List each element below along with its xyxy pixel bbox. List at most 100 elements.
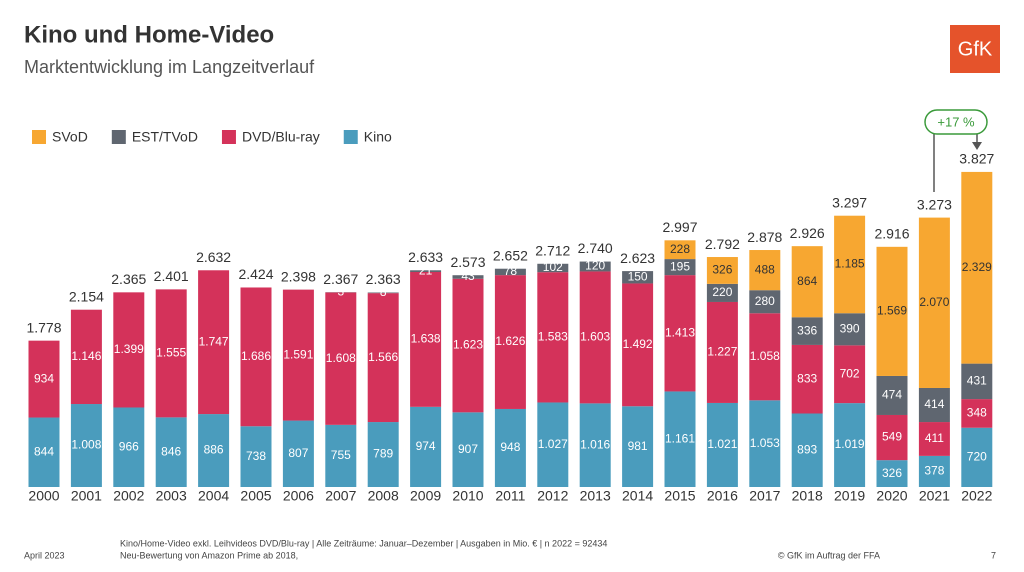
bar-segment bbox=[876, 414, 908, 461]
bar-segment bbox=[918, 217, 950, 388]
total-label: 2.398 bbox=[281, 268, 316, 284]
bar-segment bbox=[70, 404, 102, 487]
data-label: 966 bbox=[119, 439, 139, 453]
total-label: 2.632 bbox=[196, 249, 231, 265]
data-label: 1.227 bbox=[707, 345, 737, 359]
bar-segment bbox=[113, 407, 145, 487]
data-label: 1.591 bbox=[283, 347, 313, 361]
bar-segment bbox=[791, 344, 823, 414]
bar-segment bbox=[918, 455, 950, 487]
data-label: 549 bbox=[882, 430, 902, 444]
data-label: 1.747 bbox=[199, 334, 229, 348]
data-label: 1.146 bbox=[71, 349, 101, 363]
x-tick-label: 2013 bbox=[580, 488, 611, 504]
total-label: 2.573 bbox=[450, 254, 485, 270]
x-tick-label: 2007 bbox=[325, 488, 356, 504]
data-label: 1.413 bbox=[665, 325, 695, 339]
data-label: 934 bbox=[34, 371, 54, 385]
data-label: 1.027 bbox=[538, 437, 568, 451]
data-label: 1.058 bbox=[750, 349, 780, 363]
x-tick-label: 2010 bbox=[452, 488, 483, 504]
logo: GfK bbox=[958, 38, 993, 60]
bar-segment bbox=[494, 275, 526, 409]
total-label: 2.712 bbox=[535, 242, 570, 258]
data-label: 120 bbox=[585, 259, 605, 273]
data-label: 390 bbox=[840, 321, 860, 335]
bar-segment bbox=[579, 261, 611, 272]
bar-segment bbox=[452, 412, 484, 487]
x-tick-label: 2008 bbox=[368, 488, 399, 504]
data-label: 2.070 bbox=[919, 295, 949, 309]
x-tick-label: 2015 bbox=[664, 488, 695, 504]
total-label: 3.273 bbox=[917, 196, 952, 212]
legend-swatch bbox=[343, 130, 358, 144]
bar-segment bbox=[791, 413, 823, 487]
x-tick-label: 2000 bbox=[28, 488, 59, 504]
total-label: 2.154 bbox=[69, 288, 104, 304]
data-label: 720 bbox=[967, 450, 987, 464]
bar-segment bbox=[961, 427, 993, 487]
page-number: 7 bbox=[991, 550, 996, 560]
legend-label: DVD/Blu-ray bbox=[242, 129, 320, 145]
total-label: 2.401 bbox=[154, 268, 189, 284]
legend-label: EST/TVoD bbox=[132, 129, 198, 145]
arrow-head bbox=[972, 142, 982, 150]
data-label: 1.569 bbox=[877, 304, 907, 318]
chart-subtitle: Marktentwicklung im Langzeitverlauf bbox=[24, 57, 315, 77]
legend-swatch bbox=[32, 130, 46, 144]
footnote: Kino/Home-Video exkl. Leihvideos DVD/Blu… bbox=[120, 538, 607, 548]
bar-segment bbox=[282, 420, 314, 487]
bar-segment bbox=[494, 268, 526, 276]
data-label: 3 bbox=[337, 285, 344, 299]
data-label: 220 bbox=[712, 285, 732, 299]
data-label: 348 bbox=[967, 406, 987, 420]
bar-segment bbox=[198, 270, 230, 415]
bar-segment bbox=[791, 317, 823, 345]
data-label: 1.161 bbox=[665, 431, 695, 445]
data-label: 1.053 bbox=[750, 436, 780, 450]
legend-swatch bbox=[111, 130, 126, 144]
data-label: 102 bbox=[543, 260, 563, 274]
bar-segment bbox=[749, 290, 781, 314]
bar-segment bbox=[918, 422, 950, 456]
x-tick-label: 2018 bbox=[792, 488, 823, 504]
data-label: 2.329 bbox=[962, 260, 992, 274]
bar-segment bbox=[282, 289, 314, 421]
bar-segment bbox=[749, 250, 781, 291]
bar-segment bbox=[961, 171, 993, 364]
bar-segment bbox=[961, 363, 993, 400]
data-label: 846 bbox=[161, 444, 181, 458]
x-tick-label: 2022 bbox=[961, 488, 992, 504]
data-label: 8 bbox=[380, 285, 387, 299]
bar-segment bbox=[834, 313, 866, 346]
bar-segment bbox=[664, 259, 696, 276]
x-tick-label: 2002 bbox=[113, 488, 144, 504]
total-label: 2.740 bbox=[578, 240, 613, 256]
data-label: 893 bbox=[797, 442, 817, 456]
bar-segment bbox=[876, 460, 908, 487]
data-label: 411 bbox=[925, 431, 944, 445]
bar-segment bbox=[706, 257, 738, 284]
data-label: 1.566 bbox=[368, 350, 398, 364]
data-label: 1.555 bbox=[156, 346, 186, 360]
bar-segment bbox=[240, 426, 272, 487]
data-label: 326 bbox=[712, 263, 732, 277]
data-label: 1.399 bbox=[114, 342, 144, 356]
bar-segment bbox=[918, 387, 950, 423]
total-label: 2.633 bbox=[408, 249, 443, 265]
data-label: 474 bbox=[882, 388, 902, 402]
x-tick-label: 2001 bbox=[71, 488, 102, 504]
data-label: 1.019 bbox=[835, 437, 865, 451]
total-label: 3.297 bbox=[832, 194, 867, 210]
data-label: 78 bbox=[504, 264, 518, 278]
data-label: 1.686 bbox=[241, 349, 271, 363]
x-tick-label: 2021 bbox=[919, 488, 950, 504]
data-label: 43 bbox=[461, 269, 475, 283]
bar-segment bbox=[961, 399, 993, 428]
data-label: 1.021 bbox=[707, 437, 737, 451]
source: © GfK im Auftrag der FFA bbox=[778, 550, 880, 560]
bar-segment bbox=[28, 340, 60, 418]
data-label: 1.623 bbox=[453, 338, 483, 352]
bar-segment bbox=[834, 215, 866, 314]
data-label: 864 bbox=[797, 274, 817, 288]
